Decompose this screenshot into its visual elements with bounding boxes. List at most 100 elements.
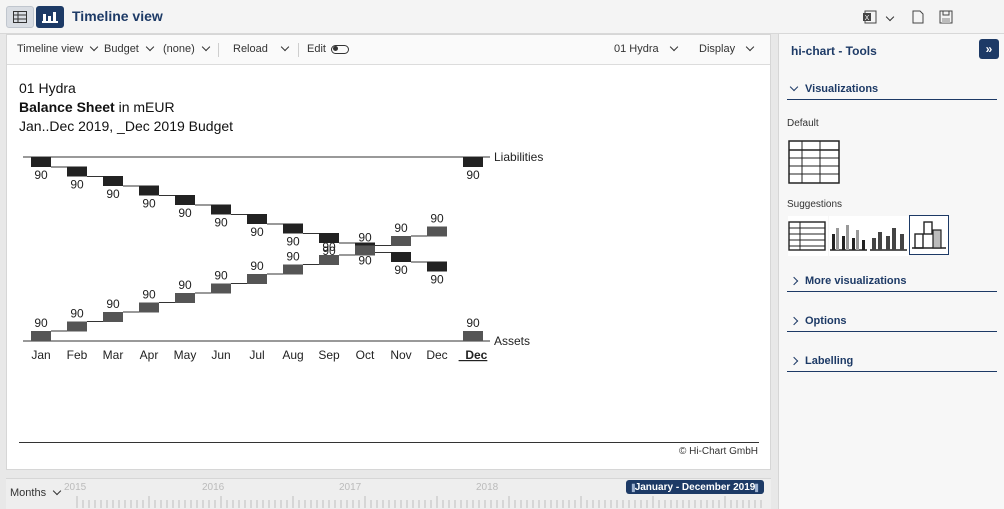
entity-dropdown[interactable]: 01 Hydra — [614, 42, 678, 55]
toggle-switch-icon — [330, 44, 349, 54]
entity-dropdown-label: 01 Hydra — [614, 43, 659, 55]
x-tick-label: Jul — [249, 348, 264, 362]
bar-chart-icon — [870, 228, 907, 251]
x-tick-label: Mar — [103, 348, 124, 362]
timeline-year: 2018 — [476, 482, 499, 493]
liabilities-bar — [211, 204, 231, 215]
reload-button[interactable]: Reload — [233, 42, 290, 55]
liabilities-data-label: 90 — [430, 273, 444, 287]
grouped-bar-suggestion-thumb[interactable] — [829, 216, 869, 256]
assets-bar — [139, 302, 159, 313]
assets-data-label: 90 — [178, 278, 192, 292]
chart-title-bold: Balance Sheet — [19, 99, 115, 115]
chart-toolbar: Timeline view Budget (none) Reload Edit … — [7, 35, 770, 65]
chevron-down-icon — [52, 486, 62, 496]
suggestions-label: Suggestions — [787, 199, 843, 210]
liabilities-bar — [247, 214, 267, 224]
view-dropdown[interactable]: Timeline view — [17, 42, 99, 55]
x-tick-label: Jun — [211, 348, 230, 362]
excel-export-icon[interactable]: X — [862, 9, 878, 25]
assets-bar — [103, 312, 123, 322]
assets-bar — [319, 255, 339, 265]
liabilities-bar — [139, 185, 159, 196]
assets-data-label: 90 — [322, 240, 336, 254]
assets-data-label: 90 — [430, 212, 444, 226]
toolbar-divider — [298, 43, 299, 57]
page-title: Timeline view — [72, 8, 163, 24]
chart-header: 01 Hydra Balance Sheet in mEUR Jan..Dec … — [19, 79, 233, 136]
liabilities-data-label: 90 — [322, 244, 336, 258]
labelling-toggle[interactable]: Labelling — [787, 350, 997, 372]
assets-data-label: 90 — [70, 307, 84, 321]
table-suggestion-thumb[interactable] — [788, 216, 828, 256]
table-visualization-thumb[interactable] — [788, 140, 840, 184]
more-visualizations-toggle[interactable]: More visualizations — [787, 270, 997, 292]
timeline-year: 2015 — [64, 482, 87, 493]
display-dropdown[interactable]: Display — [699, 42, 755, 55]
x-tick-label: Apr — [140, 348, 159, 362]
liabilities-bar — [175, 195, 195, 205]
x-tick-label: Nov — [390, 348, 411, 362]
timeline-slider[interactable]: Months 2015 2016 2017 2018 January - Dec… — [6, 478, 771, 509]
assets-bar — [427, 226, 447, 237]
x-tick-label: _Dec — [458, 348, 488, 362]
chart-view-button[interactable] — [36, 6, 64, 28]
liabilities-data-label: 90 — [214, 216, 228, 230]
x-tick-label: Jan — [31, 348, 50, 362]
copyright-text: © Hi-Chart GmbH — [678, 446, 758, 457]
liabilities-data-label: 90 — [70, 178, 84, 192]
reload-label: Reload — [233, 43, 268, 55]
assets-data-label: 90 — [142, 288, 156, 302]
chevron-down-icon — [280, 42, 290, 52]
display-dropdown-label: Display — [699, 43, 736, 55]
chevron-down-icon — [789, 82, 799, 91]
assets-data-label: 90 — [286, 250, 300, 264]
bar-suggestion-thumb[interactable] — [869, 216, 909, 256]
liabilities-data-label: 90 — [394, 263, 408, 277]
svg-text:X: X — [865, 15, 870, 22]
default-label: Default — [787, 118, 819, 129]
assets-bar — [67, 321, 87, 332]
chevron-right-icon — [789, 316, 799, 325]
document-icon[interactable] — [910, 9, 926, 25]
timeline-range-handle[interactable]: January - December 2019 — [626, 480, 764, 494]
comparison-dropdown[interactable]: (none) — [163, 42, 211, 55]
chevron-down-icon — [669, 42, 678, 52]
table-icon — [788, 140, 840, 184]
options-label: Options — [805, 314, 847, 327]
chart-period: Jan..Dec 2019, _Dec 2019 Budget — [19, 118, 234, 134]
tools-panel: hi-chart - Tools » Visualizations Defaul… — [778, 34, 1004, 509]
chevron-down-icon[interactable] — [882, 9, 898, 25]
options-toggle[interactable]: Options — [787, 310, 997, 332]
liabilities-bar — [463, 157, 483, 167]
edit-label: Edit — [307, 43, 326, 55]
liabilities-data-label: 90 — [106, 187, 120, 201]
assets-data-label: 90 — [34, 316, 48, 330]
granularity-dropdown[interactable]: Months — [10, 486, 62, 499]
save-icon[interactable] — [938, 9, 954, 25]
liabilities-bar — [427, 261, 447, 272]
liabilities-data-label: 90 — [358, 254, 372, 268]
granularity-label: Months — [10, 487, 47, 499]
assets-bar — [175, 293, 195, 303]
x-tick-label: May — [174, 348, 197, 362]
table-view-button[interactable] — [6, 6, 34, 28]
assets-bar — [211, 283, 231, 294]
liabilities-bar — [391, 252, 411, 262]
assets-data-label: 90 — [250, 259, 264, 273]
scenario-dropdown[interactable]: Budget — [104, 42, 155, 55]
collapse-panel-button[interactable]: » — [979, 39, 999, 59]
x-tick-label: Sep — [318, 348, 340, 362]
x-tick-label: Dec — [426, 348, 447, 362]
liabilities-data-label: 90 — [466, 168, 480, 182]
liabilities-data-label: 90 — [250, 225, 264, 239]
toolbar-divider — [218, 43, 219, 57]
liabilities-data-label: 90 — [286, 235, 300, 249]
liabilities-bar — [67, 166, 87, 177]
visualizations-section-toggle[interactable]: Visualizations — [787, 78, 997, 100]
liabilities-data-label: 90 — [34, 168, 48, 182]
edit-toggle[interactable]: Edit — [307, 43, 349, 55]
waterfall-suggestion-thumb[interactable] — [909, 215, 949, 255]
assets-data-label: 90 — [466, 316, 480, 330]
liabilities-data-label: 90 — [178, 206, 192, 220]
